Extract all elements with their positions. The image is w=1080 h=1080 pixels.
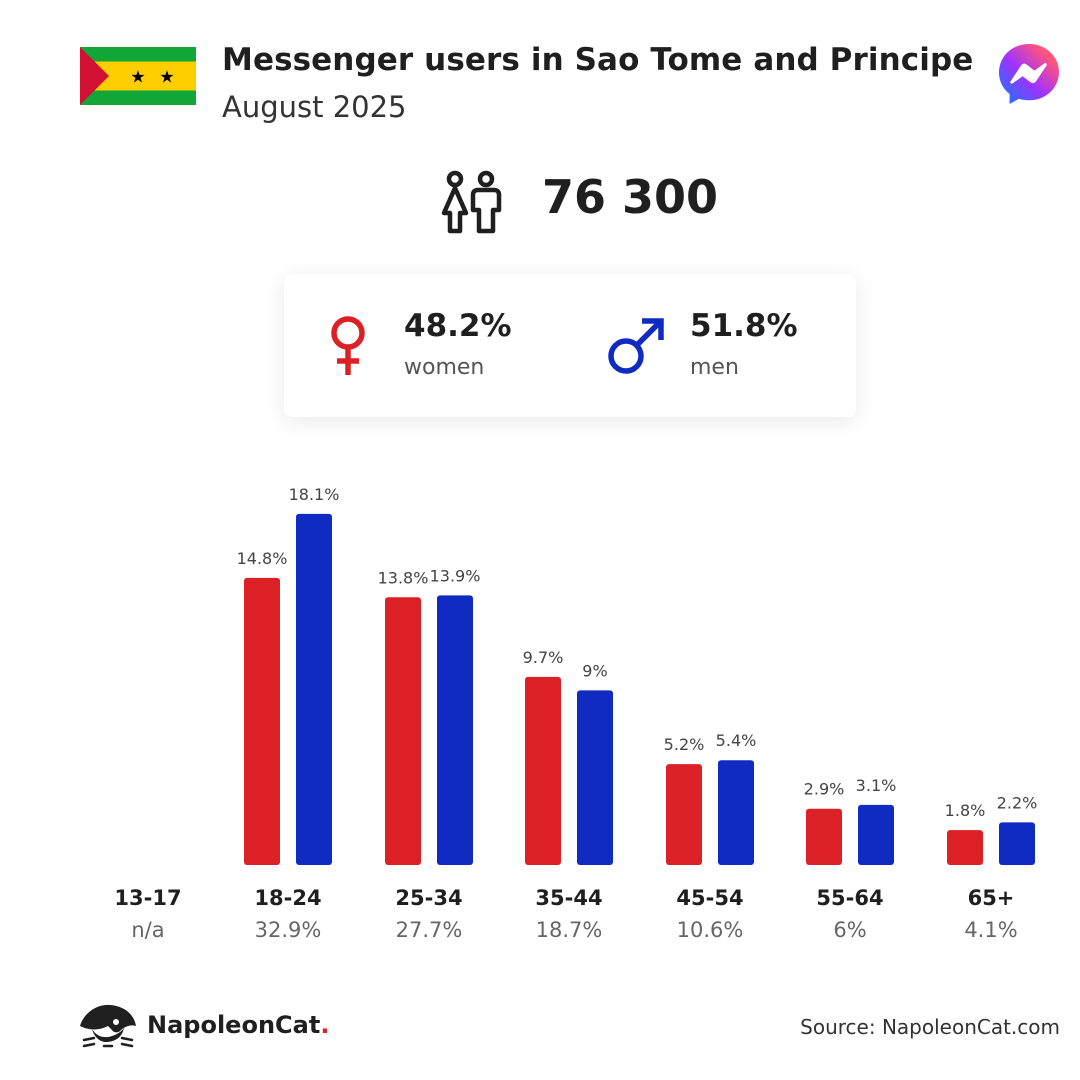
page-subtitle: August 2025: [222, 90, 407, 124]
men-bar-35-44: [577, 690, 613, 865]
women-value-label-65+: 1.8%: [945, 801, 986, 820]
men-value-label-65+: 2.2%: [997, 793, 1038, 812]
women-share-value: 48.2%: [404, 308, 512, 344]
messenger-icon: [999, 44, 1059, 104]
men-value-label-35-44: 9%: [582, 661, 607, 680]
age-group-label: 18-24: [254, 886, 322, 910]
age-group-share: 27.7%: [395, 918, 463, 942]
age-group-label: 35-44: [535, 886, 603, 910]
women-bar-45-54: [666, 764, 702, 865]
napoleoncat-brand: NapoleonCat.: [147, 1011, 330, 1039]
women-label: women: [404, 355, 485, 380]
women-value-label-45-54: 5.2%: [664, 735, 705, 754]
women-value-label-55-64: 2.9%: [804, 780, 845, 799]
women-value-label-25-34: 13.8%: [378, 568, 429, 587]
men-bar-18-24: [296, 513, 332, 865]
male-symbol-icon: [608, 318, 664, 374]
age-group-label: 13-17: [114, 886, 182, 910]
men-value-label-45-54: 5.4%: [716, 731, 757, 750]
page-title: Messenger users in Sao Tome and Principe: [222, 42, 974, 78]
age-group-label: 55-64: [816, 886, 884, 910]
female-symbol-icon: [331, 316, 365, 375]
total-users-value: 76 300: [542, 170, 719, 224]
men-label: men: [690, 355, 739, 380]
source-credit: Source: NapoleonCat.com: [800, 1015, 1060, 1039]
women-bar-65+: [947, 830, 983, 865]
age-group-share: 6%: [833, 918, 867, 942]
svg-text:★: ★: [130, 68, 145, 88]
men-bar-55-64: [858, 804, 894, 865]
women-value-label-18-24: 14.8%: [237, 549, 288, 568]
men-share-value: 51.8%: [690, 308, 798, 344]
women-bar-55-64: [806, 808, 842, 865]
svg-text:★: ★: [159, 68, 174, 88]
men-bar-45-54: [718, 760, 754, 865]
age-group-label: 25-34: [395, 886, 463, 910]
women-value-label-35-44: 9.7%: [523, 648, 564, 667]
men-bar-65+: [999, 822, 1035, 865]
age-group-share: 4.1%: [964, 918, 1018, 942]
sao-tome-and-principe-flag: ★ ★: [80, 47, 196, 105]
age-group-share: n/a: [131, 918, 165, 942]
age-group-share: 10.6%: [676, 918, 744, 942]
women-bar-25-34: [385, 597, 421, 865]
napoleoncat-logo-icon: [80, 1004, 136, 1048]
gender-split-card: [284, 274, 856, 417]
age-group-share: 32.9%: [254, 918, 322, 942]
men-value-label-18-24: 18.1%: [289, 485, 340, 504]
men-value-label-25-34: 13.9%: [430, 566, 481, 585]
men-bar-25-34: [437, 595, 473, 865]
women-bar-35-44: [525, 676, 561, 865]
age-group-label: 45-54: [676, 886, 744, 910]
people-icon: [441, 170, 502, 234]
age-group-label: 65+: [967, 886, 1015, 910]
men-value-label-55-64: 3.1%: [856, 776, 897, 795]
age-group-share: 18.7%: [535, 918, 603, 942]
age-gender-bar-chart: 14.8% 18.1% 13.8% 13.9% 9.7% 9% 5.2% 5.4% 2.9% 3.…: [237, 485, 1038, 865]
women-bar-18-24: [244, 577, 280, 865]
